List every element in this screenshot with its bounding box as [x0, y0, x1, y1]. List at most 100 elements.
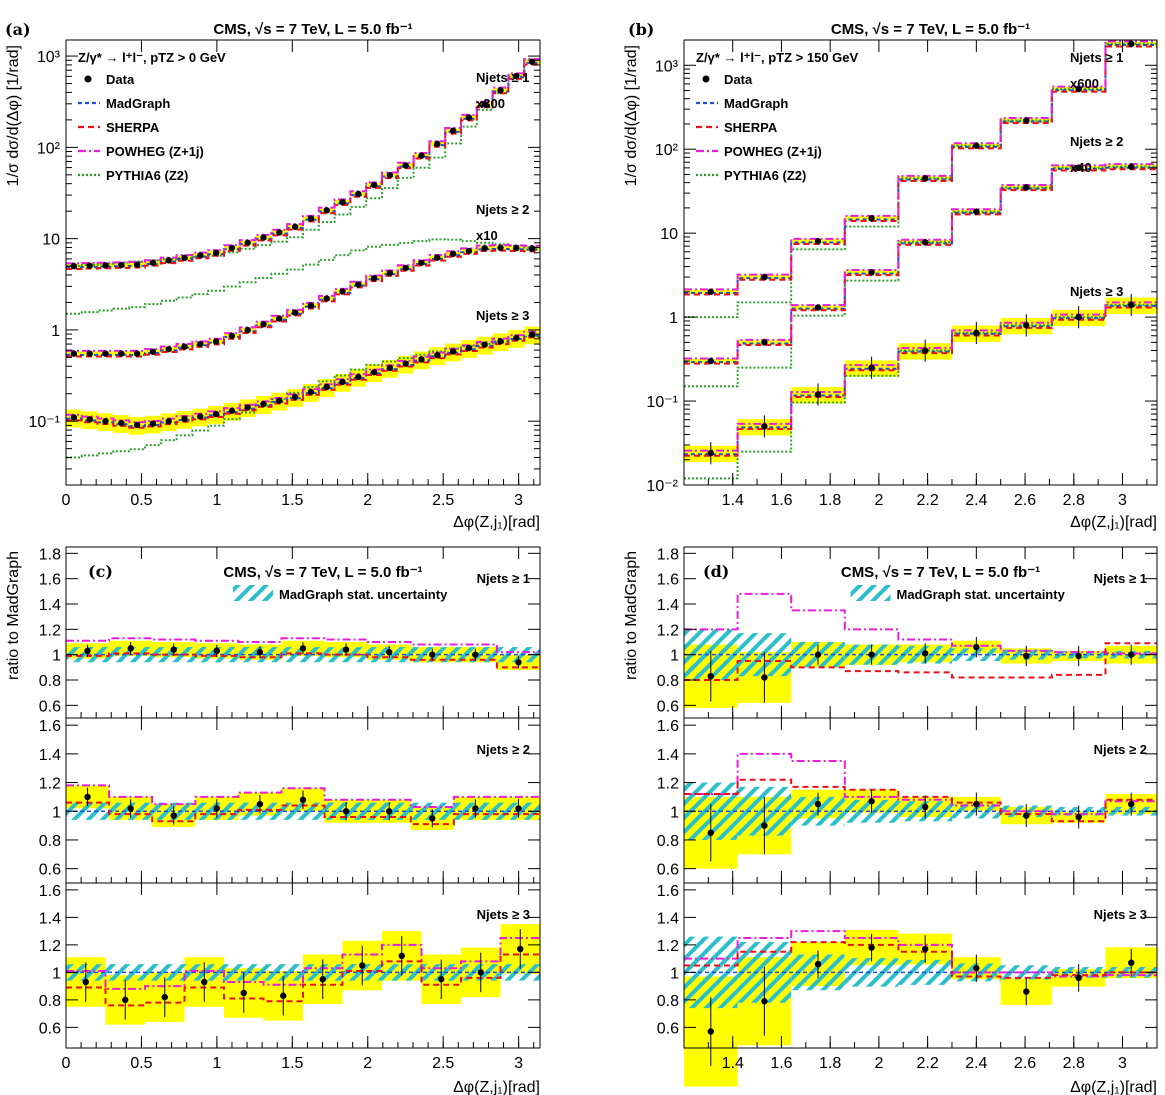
data-point — [201, 978, 208, 986]
y-tick-label: 0.6 — [39, 698, 61, 715]
data-point — [244, 239, 251, 246]
data-point — [868, 651, 875, 658]
legend-data-marker — [84, 75, 92, 83]
data-point — [528, 245, 536, 252]
legend-entry-0: Data — [106, 72, 135, 87]
data-point — [260, 400, 267, 408]
data-point — [481, 244, 488, 252]
x-tick-label: 1 — [212, 492, 221, 509]
data-point — [517, 945, 524, 953]
pythia-line — [684, 303, 1157, 480]
data-point — [477, 969, 484, 976]
data-point — [370, 368, 378, 376]
x-tick-label: 2.6 — [1014, 1055, 1036, 1072]
x-tick-label: 2.4 — [965, 492, 987, 509]
data-point — [434, 351, 441, 359]
y-tick-label: 1.8 — [657, 546, 679, 563]
panel-a: 10⁻¹ 1 10 10² 10³ 0 0.5 1 1.5 2 2.5 3 Δφ(Z,j₁)[rad] 1… — [5, 20, 541, 531]
data-point — [465, 114, 473, 121]
data-point — [973, 800, 980, 808]
y-tick-label: 0.6 — [657, 862, 679, 879]
data-point — [513, 244, 520, 252]
data-point — [70, 414, 78, 421]
y-tick-label: 0.8 — [657, 833, 679, 850]
data-point — [280, 992, 287, 999]
njets-label: Njets ≥ 3 — [476, 308, 529, 323]
data-point — [921, 803, 929, 811]
data-point — [118, 350, 125, 357]
data-point — [513, 72, 520, 80]
y-tick-label: 10⁻¹ — [646, 394, 678, 411]
panel-label: (a) — [5, 20, 31, 39]
y-tick-label: 1.6 — [657, 572, 679, 589]
data-point — [814, 304, 822, 311]
x-tick-label: 2.8 — [1063, 492, 1085, 509]
data-point — [118, 261, 125, 269]
data-point — [814, 391, 822, 398]
data-point — [707, 829, 714, 836]
data-point — [1023, 988, 1030, 995]
data-point — [1128, 301, 1135, 309]
data-point — [339, 378, 346, 386]
y-tick-label: 10³ — [37, 49, 61, 66]
data-point — [1023, 184, 1030, 191]
process-label: Z/γ* → l⁺l⁻, pTZ > 0 GeV — [78, 50, 226, 65]
x-tick-label: 3 — [1118, 1055, 1127, 1072]
data-point — [921, 239, 929, 246]
data-point — [868, 798, 875, 805]
data-point — [868, 944, 875, 951]
y-tick-label: 0.8 — [657, 673, 679, 690]
legend-mg-stat: MadGraph stat. uncertainty — [897, 587, 1066, 602]
data-point — [149, 259, 157, 266]
data-point — [1023, 812, 1030, 819]
scale-label: x40 — [1070, 160, 1092, 175]
data-point — [449, 250, 457, 258]
y-tick-label: 1.6 — [657, 718, 679, 735]
data-point — [497, 87, 504, 94]
panel-d: 0.6 0.8 1 1.2 1.4 1.6 1.8 Njets ≥ 1 0.6 0.8 1 1.2 1.… — [623, 546, 1158, 1095]
sherpa-ratio — [66, 652, 540, 669]
x-axis-label: Δφ(Z,j₁)[rad] — [1070, 514, 1157, 531]
data-point — [761, 998, 768, 1005]
data-point — [1023, 652, 1030, 660]
data-point — [240, 989, 247, 997]
data-point — [438, 976, 445, 983]
data-point — [973, 643, 980, 651]
data-point — [342, 808, 350, 815]
sherpa-ratio — [66, 953, 540, 1007]
y-tick-label: 1.6 — [657, 883, 679, 900]
x-axis-label: Δφ(Z,j₁)[rad] — [1070, 1079, 1157, 1095]
njets-label: Njets ≥ 2 — [1094, 742, 1147, 757]
data-point — [761, 674, 768, 681]
data-point — [86, 350, 93, 357]
data-point — [165, 345, 172, 353]
data-point — [84, 793, 91, 801]
legend-entry-2: SHERPA — [106, 120, 160, 135]
data-point — [161, 993, 168, 1001]
madgraph-stat-band — [496, 647, 540, 663]
data-point — [921, 945, 929, 953]
data-point — [386, 172, 394, 179]
y-tick-label: 1 — [670, 804, 679, 821]
data-point — [707, 449, 714, 457]
x-axis-label: Δφ(Z,j₁)[rad] — [453, 1079, 540, 1095]
x-tick-label: 3 — [1118, 492, 1127, 509]
data-point — [256, 648, 264, 656]
data-point — [472, 805, 479, 812]
x-axis-label: Δφ(Z,j₁)[rad] — [453, 514, 540, 531]
sherpa-line — [66, 63, 540, 270]
data-point — [761, 273, 768, 281]
y-axis-label: 1/σ dσ/d(Δφ) [1/rad] — [623, 45, 640, 186]
data-point — [122, 996, 129, 1004]
data-point — [418, 152, 425, 159]
chart-title: CMS, √s = 7 TeV, L = 5.0 fb⁻¹ — [223, 564, 422, 581]
data-point — [359, 962, 366, 969]
njets-label: Njets ≥ 3 — [1070, 284, 1123, 299]
legend-hatch-swatch — [233, 585, 273, 601]
data-point — [386, 364, 394, 372]
y-tick-label: 1.2 — [657, 776, 679, 793]
y-tick-label: 1.2 — [39, 938, 61, 955]
data-point — [323, 295, 330, 302]
data-point — [528, 331, 536, 338]
